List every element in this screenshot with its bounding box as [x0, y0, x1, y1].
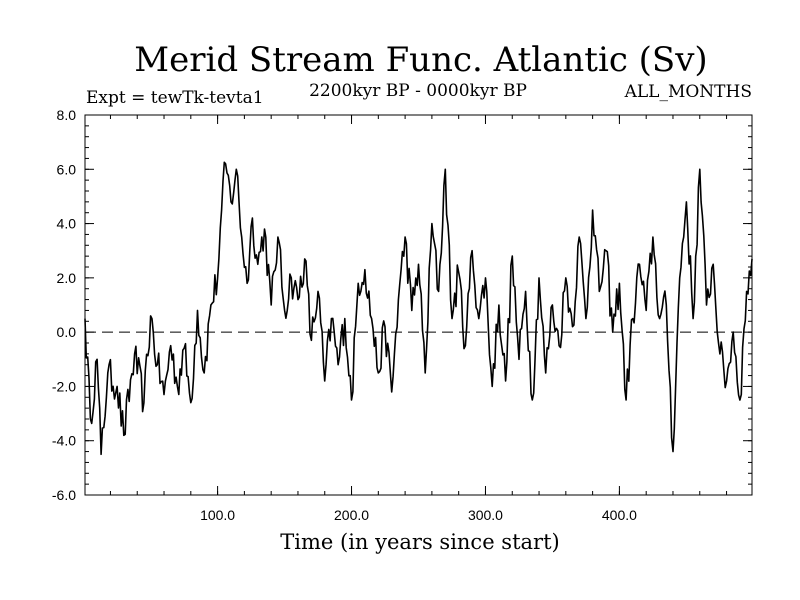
x-tick-label: 400.0: [602, 507, 637, 523]
y-tick-label: 6.0: [57, 161, 77, 177]
y-tick-label: 8.0: [57, 107, 77, 123]
y-tick-label: -2.0: [52, 378, 76, 394]
x-tick-label: 200.0: [334, 507, 369, 523]
x-axis-label: Time (in years since start): [280, 530, 559, 554]
x-tick-label: 300.0: [468, 507, 503, 523]
plot-frame: [84, 114, 753, 496]
months-label: ALL_MONTHS: [624, 82, 752, 102]
y-tick-label: -4.0: [52, 433, 76, 449]
data-series-line: [84, 161, 753, 456]
chart-title: Merid Stream Func. Atlantic (Sv): [134, 40, 707, 80]
y-tick-label: 4.0: [57, 216, 77, 232]
y-tick-label: -6.0: [52, 487, 76, 503]
experiment-label: Expt = tewTk-tevta1: [86, 88, 264, 108]
x-tick-label: 100.0: [200, 507, 235, 523]
y-tick-label: 2.0: [57, 270, 77, 286]
plot-area: -6.0 -4.0 -2.0 0.0 2.0 4.0 6.0 8.0 100.0 200.0 300…: [52, 107, 753, 523]
time-range-label: 2200kyr BP - 0000kyr BP: [309, 81, 527, 101]
y-tick-label: 0.0: [57, 324, 77, 340]
